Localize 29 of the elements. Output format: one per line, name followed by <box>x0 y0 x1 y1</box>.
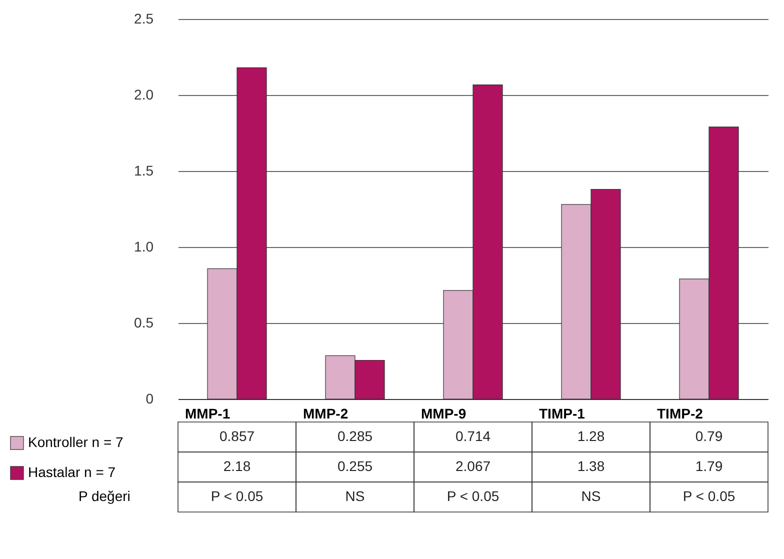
text: P < 0.05 <box>446 488 500 504</box>
y-tick-label: 2.0 <box>134 86 154 102</box>
text: P < 0.05 <box>682 488 736 504</box>
legend-label: Hastalar n = 7 <box>28 464 116 480</box>
text: NS <box>581 488 601 504</box>
y-tick-label: 0.5 <box>134 314 154 330</box>
text: NS <box>345 488 365 504</box>
data-label: 0.255 <box>337 458 373 474</box>
y-tick-label: 1.0 <box>134 238 154 254</box>
data-label: 1.38 <box>577 458 605 474</box>
data-label: 2.18 <box>223 458 251 474</box>
x-tick-label: MMP-1 <box>185 406 230 422</box>
text: P değeri <box>78 488 130 504</box>
legend-label: Kontroller n = 7 <box>28 434 124 450</box>
y-tick-label: 2.5 <box>134 10 154 26</box>
data-label: 2.067 <box>455 458 491 474</box>
x-tick-label: MMP-2 <box>303 406 348 422</box>
data-label: 0.285 <box>337 428 373 444</box>
data-label: 0.79 <box>695 428 723 444</box>
data-label: 0.857 <box>219 428 255 444</box>
data-label: 0.714 <box>455 428 491 444</box>
y-tick-label: 0 <box>146 390 154 406</box>
y-tick-label: 1.5 <box>134 162 154 178</box>
data-label: 1.28 <box>577 428 605 444</box>
data-label: 1.79 <box>695 458 723 474</box>
x-tick-label: TIMP-2 <box>657 406 704 422</box>
text: P < 0.05 <box>210 488 264 504</box>
x-tick-label: MMP-9 <box>421 406 466 422</box>
x-tick-label: TIMP-1 <box>539 406 586 422</box>
